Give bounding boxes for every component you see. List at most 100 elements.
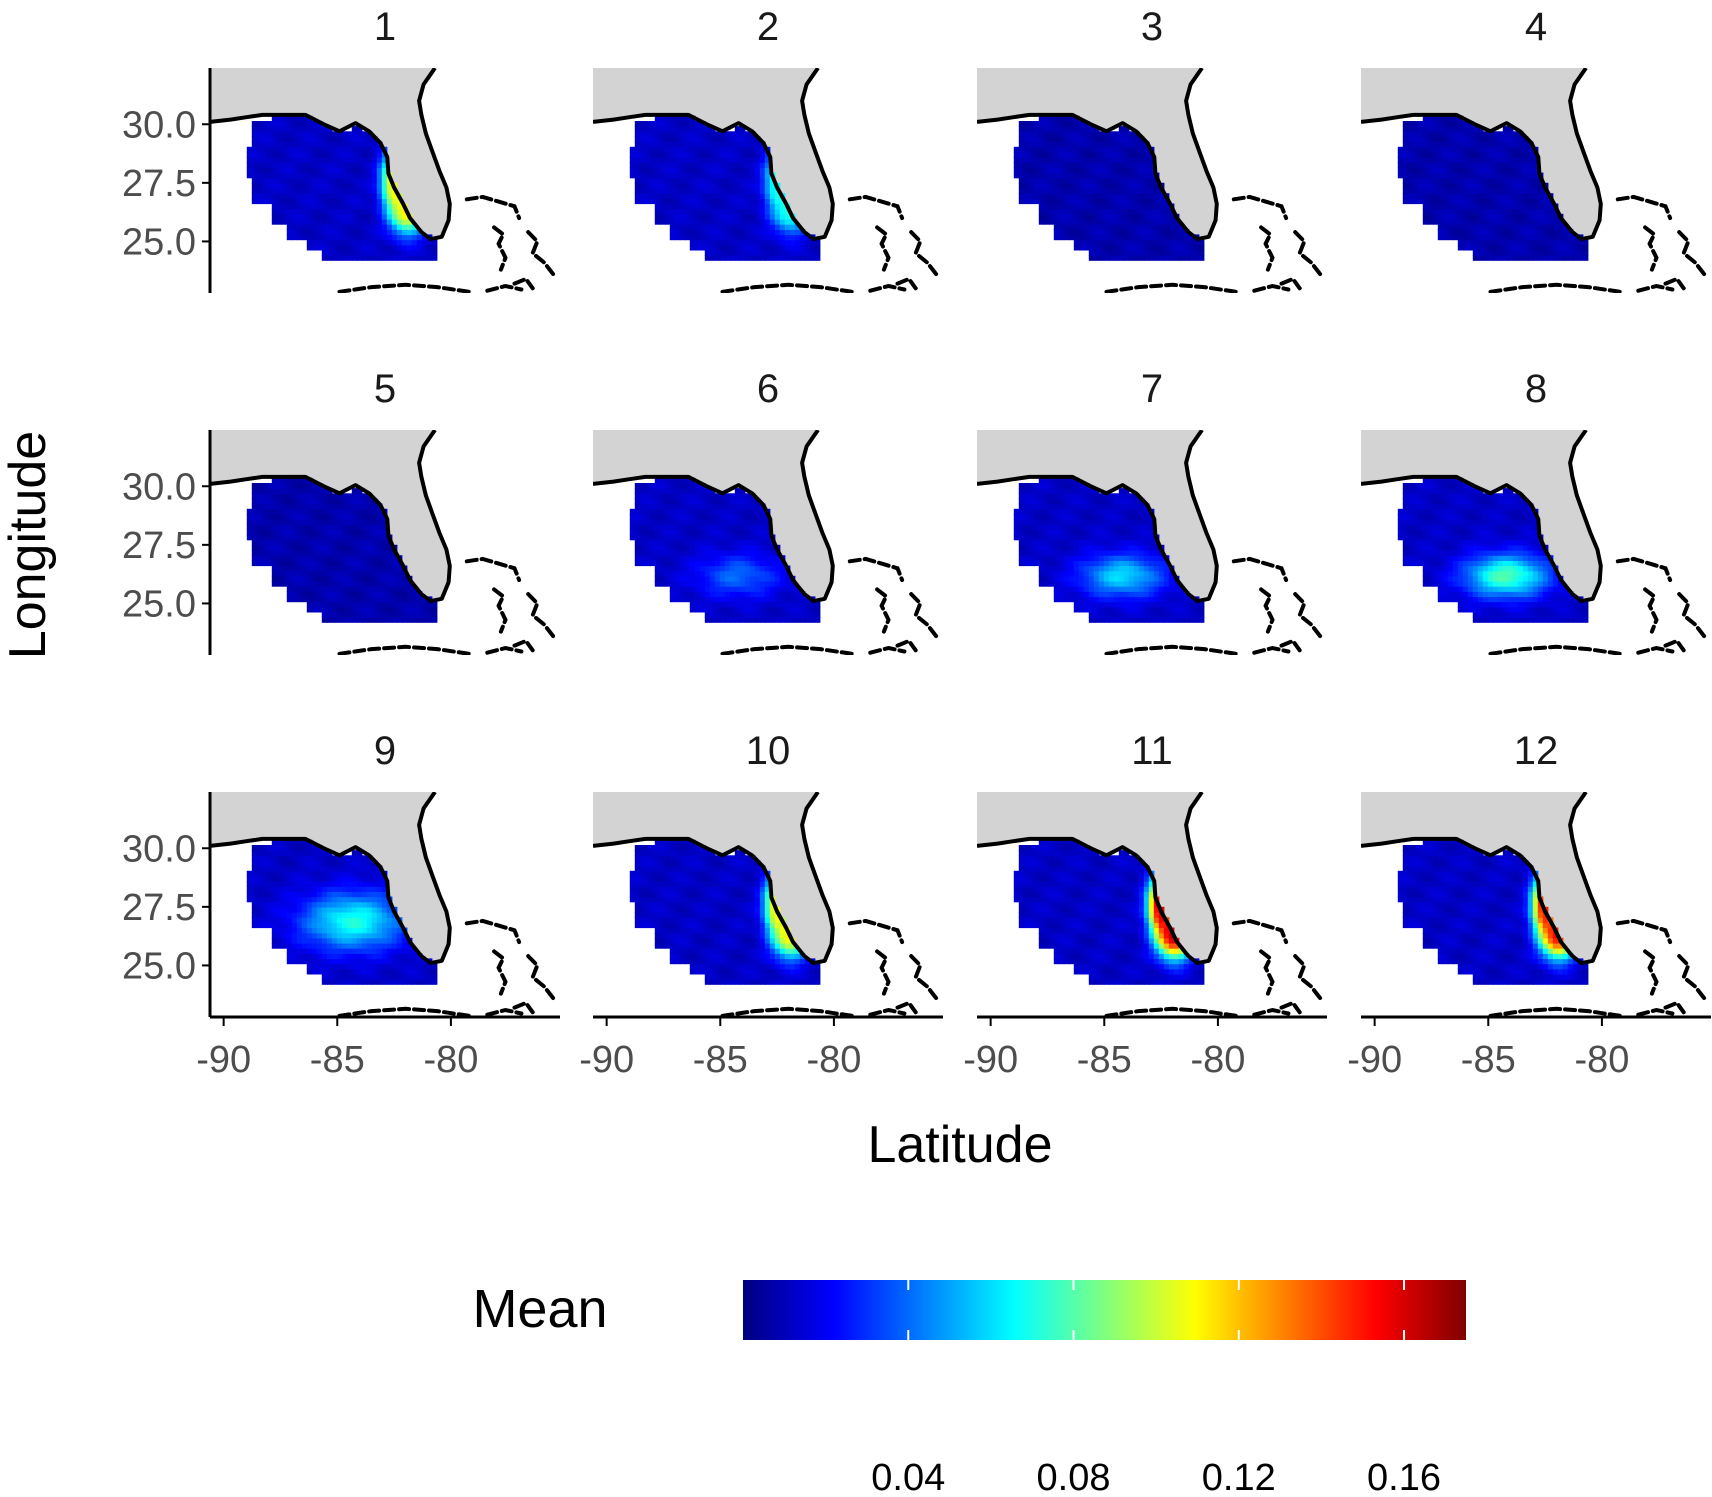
heat-cell [1053, 141, 1060, 148]
heat-cell [1457, 234, 1464, 241]
heat-cell [1073, 606, 1080, 613]
heat-cell [351, 141, 358, 148]
heat-cell [1138, 162, 1145, 168]
heat-cell [709, 136, 716, 143]
heat-cell [1517, 151, 1524, 158]
heat-cell [774, 244, 781, 251]
heat-cell [724, 249, 731, 256]
heat-cell [659, 555, 666, 561]
heat-cell [1078, 493, 1085, 500]
heat-cell [684, 177, 691, 184]
heat-cell [336, 498, 343, 505]
heat-cell [1073, 570, 1080, 577]
heat-cell [356, 529, 363, 536]
heat-cell [331, 570, 338, 577]
heat-cell [1078, 162, 1085, 168]
heat-cell [336, 601, 343, 608]
heat-cell [1128, 229, 1135, 236]
heat-cell [1472, 177, 1479, 184]
heat-cell [1028, 131, 1035, 138]
heat-cell [321, 167, 328, 174]
coastline [593, 430, 835, 604]
heat-cell [1108, 508, 1115, 515]
heat-cell [1108, 136, 1115, 143]
heat-cell [291, 162, 298, 168]
heat-cell [306, 524, 313, 530]
heat-cell [689, 555, 696, 561]
heat-cell [744, 617, 751, 623]
heat-cell [1118, 224, 1125, 230]
heat-cell [1053, 136, 1060, 143]
heat-cell [1033, 193, 1040, 199]
heat-cell [371, 606, 378, 613]
heat-cell [1073, 544, 1080, 551]
heat-cell [256, 141, 263, 148]
heat-cell [316, 224, 323, 230]
heat-cell [1447, 203, 1454, 210]
heat-cell [1527, 182, 1534, 189]
heat-cell [331, 182, 338, 189]
heat-cell [381, 529, 388, 536]
heat-cell [1422, 146, 1429, 153]
heat-cell [669, 586, 676, 592]
heat-cell [754, 617, 761, 623]
heat-cell [739, 539, 746, 546]
heat-cell [719, 529, 726, 536]
heat-cell [1043, 570, 1050, 577]
heat-cell [351, 188, 358, 194]
heat-cell [724, 208, 731, 215]
heat-cell [684, 560, 691, 567]
heat-cell [1053, 208, 1060, 215]
heat-cell [1517, 255, 1524, 261]
heat-cell [734, 218, 741, 225]
heat-cell [1163, 203, 1170, 210]
heat-cell [1048, 503, 1055, 510]
heat-cell [1078, 519, 1085, 525]
heat-cell [281, 131, 288, 138]
heat-cell [1058, 513, 1065, 520]
heat-cell [684, 493, 691, 500]
heat-cell [1522, 182, 1529, 189]
heat-cell [346, 213, 353, 220]
heat-cell [1023, 539, 1030, 546]
heat-cell [316, 606, 323, 613]
heat-cell [1023, 151, 1030, 158]
heat-cell [256, 193, 263, 199]
heat-cell [426, 606, 433, 613]
heat-cell [1113, 177, 1120, 184]
map-body [593, 68, 939, 293]
heat-cell [1118, 193, 1125, 199]
heat-cell [739, 503, 746, 510]
facet-panel: 3 [977, 5, 1323, 293]
heat-cell [669, 580, 676, 587]
heat-cell [1527, 208, 1534, 215]
heat-cell [1048, 529, 1055, 536]
heat-cell [1073, 503, 1080, 510]
heat-cell [311, 141, 318, 148]
heat-cell [1522, 229, 1529, 236]
heat-cell [1123, 244, 1130, 251]
heat-cell [1018, 151, 1025, 158]
heat-cell [754, 555, 761, 561]
heat-cell [1063, 498, 1070, 505]
heat-cell [1487, 239, 1494, 246]
heat-cell [1472, 224, 1479, 230]
heat-cell [1128, 596, 1135, 603]
heat-cell [281, 544, 288, 551]
heat-cell [1093, 188, 1100, 194]
heat-cell [326, 234, 333, 241]
heat-cell [1183, 249, 1190, 256]
heat-cell [704, 529, 711, 536]
heat-cell [336, 218, 343, 225]
heat-cell [779, 224, 786, 230]
heat-cell [311, 513, 318, 520]
heat-cell [396, 239, 403, 246]
heat-cell [1462, 162, 1469, 168]
heat-cell [316, 172, 323, 179]
heat-cell [286, 483, 293, 489]
heat-cell [391, 239, 398, 246]
island-outline [1259, 225, 1275, 272]
heat-cell [321, 198, 328, 205]
heat-cell [1537, 182, 1544, 189]
heat-cell [1013, 162, 1020, 168]
